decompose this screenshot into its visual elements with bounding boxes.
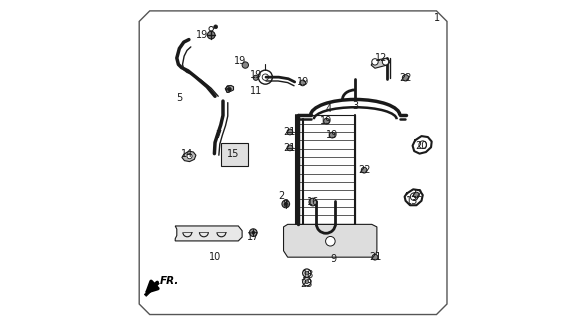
Polygon shape (283, 224, 377, 257)
Circle shape (242, 62, 248, 68)
Circle shape (187, 154, 192, 159)
Text: 19: 19 (320, 116, 332, 126)
Circle shape (410, 193, 418, 200)
Text: 21: 21 (369, 252, 381, 262)
Circle shape (208, 31, 215, 39)
Circle shape (282, 200, 290, 208)
Text: 5: 5 (176, 93, 182, 103)
Text: 21: 21 (284, 143, 296, 153)
Text: FR.: FR. (160, 276, 180, 286)
Text: 7: 7 (215, 130, 222, 140)
Polygon shape (175, 226, 242, 241)
Text: 22: 22 (358, 164, 370, 174)
Text: 6: 6 (224, 85, 231, 95)
Text: 2: 2 (278, 191, 285, 201)
Circle shape (284, 202, 287, 205)
Text: 9: 9 (331, 254, 336, 264)
Text: 17: 17 (247, 232, 259, 242)
Text: 19: 19 (234, 56, 246, 66)
Circle shape (402, 75, 409, 81)
Circle shape (361, 167, 367, 173)
Text: 19: 19 (250, 70, 262, 80)
Circle shape (309, 198, 317, 206)
Text: 22: 22 (410, 189, 423, 199)
Circle shape (419, 141, 427, 148)
Circle shape (252, 231, 255, 234)
Circle shape (305, 280, 309, 284)
Bar (222, 143, 248, 166)
Text: 12: 12 (375, 53, 388, 63)
Text: 19: 19 (326, 130, 338, 140)
Circle shape (329, 132, 335, 138)
Text: 10: 10 (209, 252, 221, 262)
Circle shape (324, 118, 329, 124)
Circle shape (214, 25, 217, 29)
Text: 3: 3 (352, 101, 359, 111)
Text: 21: 21 (284, 127, 296, 137)
Polygon shape (145, 282, 159, 296)
Text: 4: 4 (326, 104, 332, 114)
Circle shape (227, 87, 231, 91)
Circle shape (372, 254, 378, 260)
Circle shape (287, 129, 293, 135)
Circle shape (413, 192, 419, 198)
Text: 16: 16 (307, 197, 319, 207)
Polygon shape (371, 58, 390, 68)
Text: 13: 13 (406, 196, 419, 206)
Text: 14: 14 (181, 148, 193, 159)
Text: 11: 11 (250, 86, 262, 97)
Text: 23: 23 (301, 279, 313, 289)
Text: 22: 22 (399, 73, 412, 83)
Circle shape (305, 271, 309, 275)
Circle shape (250, 229, 257, 236)
Text: 20: 20 (415, 141, 428, 151)
Circle shape (287, 145, 293, 151)
Polygon shape (139, 11, 447, 315)
Polygon shape (182, 151, 196, 162)
Text: 1: 1 (434, 13, 441, 23)
Circle shape (253, 75, 258, 80)
Text: 15: 15 (227, 149, 240, 159)
Polygon shape (225, 85, 234, 92)
Circle shape (325, 236, 335, 246)
Text: 18: 18 (302, 270, 314, 280)
Circle shape (382, 59, 389, 65)
Text: 19: 19 (195, 30, 208, 40)
Text: 8: 8 (283, 199, 289, 209)
Text: 19: 19 (297, 77, 309, 87)
Bar (296, 116, 355, 224)
Circle shape (300, 80, 305, 86)
Circle shape (372, 59, 378, 65)
